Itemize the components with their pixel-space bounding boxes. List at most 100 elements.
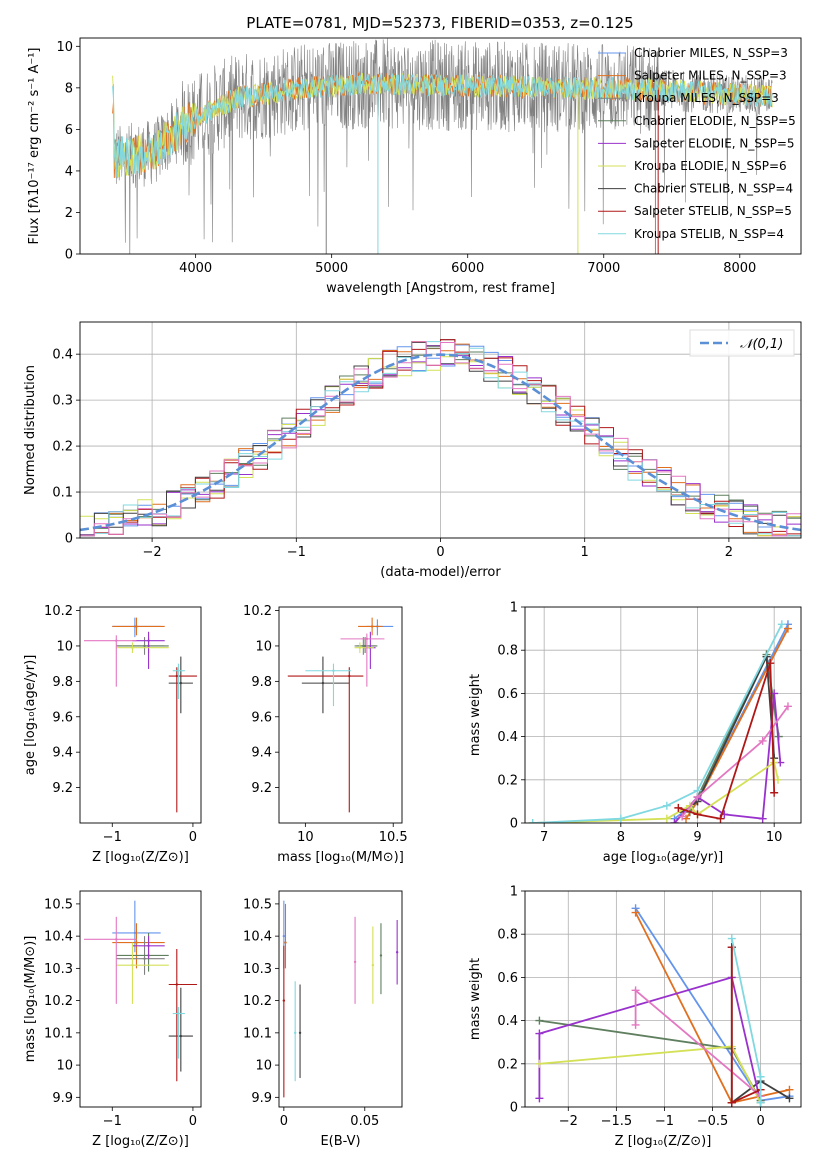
errorbar-point xyxy=(175,983,178,986)
errorbar-point xyxy=(147,944,150,948)
z-age-y-tick-label: 10 xyxy=(56,639,73,654)
z-weight-x-tick-label: −1 xyxy=(655,1114,674,1129)
spectrum-x-tick-label: 6000 xyxy=(451,261,484,276)
spectrum-legend-label: Chabrier STELIB, N_SSP=4 xyxy=(634,182,793,196)
spectrum-y-tick-label: 10 xyxy=(56,40,73,55)
spectrum-legend-label: Kroupa STELIB, N_SSP=4 xyxy=(634,227,784,241)
z-weight-y-tick-label: 0.4 xyxy=(497,1014,518,1029)
spectrum-y-tick-label: 4 xyxy=(65,164,73,179)
age-weight-x-axis-label: age [log₁₀(age/yr)] xyxy=(603,850,724,865)
mass-weight-line xyxy=(532,761,779,823)
mass-age-frame xyxy=(278,606,403,824)
errorbar-point xyxy=(115,938,118,941)
errorbar-point xyxy=(365,637,369,641)
ebv-mass-y-tick-label: 10 xyxy=(255,1059,272,1074)
age-weight-panel: 7 8 9 10 0 0.2 0.4 0.6 0.8 1 age [log₁₀(age/yr)] ma… xyxy=(468,601,802,865)
errorbar-point xyxy=(282,934,286,938)
errorbar-point xyxy=(177,669,180,672)
age-weight-y-axis-label: mass weight xyxy=(468,674,483,756)
residuals-y-axis-label: Normed distribution xyxy=(23,365,38,495)
z-age-x-tick-label: −1 xyxy=(103,830,122,845)
mass-weight-marker xyxy=(674,803,683,812)
spectrum-y-tick-label: 2 xyxy=(65,206,73,221)
mass-weight-marker xyxy=(783,624,792,633)
errorbar-point xyxy=(131,963,134,967)
ebv-mass-x-tick-label: 0 xyxy=(280,1114,288,1129)
spectrum-legend: Chabrier MILES, N_SSP=3 Salpeter MILES, N… xyxy=(598,46,796,241)
residuals-x-tick-label: 0 xyxy=(436,545,444,560)
z-age-y-tick-label: 9.8 xyxy=(52,675,73,690)
ebv-mass-plot-area xyxy=(282,900,399,1098)
mass-weight-marker xyxy=(631,1020,640,1029)
z-age-frame xyxy=(79,606,202,824)
spectrum-legend-label: Salpeter MILES, N_SSP=3 xyxy=(634,69,787,83)
age-weight-y-tick-label: 0 xyxy=(510,817,518,832)
mass-weight-marker xyxy=(756,1072,765,1081)
z-age-y-tick-label: 9.2 xyxy=(52,781,73,796)
z-mass-y-tick-label: 10 xyxy=(56,1059,73,1074)
z-weight-y-tick-label: 0.8 xyxy=(497,928,518,943)
mass-age-y-tick-label: 9.6 xyxy=(251,710,272,725)
mass-weight-marker xyxy=(785,1085,794,1094)
spectrum-model-line xyxy=(112,73,773,179)
spectrum-x-tick-label: 8000 xyxy=(723,261,756,276)
errorbar-point xyxy=(284,941,287,944)
spectrum-model-line xyxy=(112,73,773,178)
mass-age-y-tick-label: 10 xyxy=(255,639,272,654)
age-weight-x-tick-label: 8 xyxy=(617,830,625,845)
z-weight-x-tick-label: −1.5 xyxy=(601,1114,633,1129)
errorbar-point xyxy=(321,681,325,685)
spectrum-legend-label: Chabrier ELODIE, N_SSP=5 xyxy=(634,114,796,128)
mass-age-y-tick-label: 9.8 xyxy=(251,675,272,690)
mass-weight-line xyxy=(681,705,789,818)
errorbar-point xyxy=(147,639,150,642)
mass-weight-marker xyxy=(758,736,767,745)
mass-weight-marker xyxy=(758,814,767,823)
z-age-x-axis-label: Z [log₁₀(Z/Z⊙)] xyxy=(92,850,189,865)
spectrum-x-tick-label: 5000 xyxy=(315,261,348,276)
errorbar-point xyxy=(395,951,399,954)
z-mass-panel: −1 0 9.9 10 10.1 10.2 10.3 10.4 10.5 Z [log₁₀(Z/Z… xyxy=(23,890,202,1149)
ebv-mass-y-tick-label: 10.2 xyxy=(243,994,272,1009)
z-weight-y-tick-label: 0.6 xyxy=(497,971,518,986)
mass-weight-marker xyxy=(727,934,736,943)
errorbar-point xyxy=(363,644,367,648)
errorbar-point xyxy=(177,1012,180,1015)
spectrum-x-axis-label: wavelength [Angstrom, rest frame] xyxy=(326,281,555,296)
mass-weight-marker xyxy=(535,1059,544,1068)
mass-weight-marker xyxy=(662,814,671,823)
z-age-panel: −1 0 9.2 9.4 9.6 9.8 10 10.2 Z [log₁₀(Z/Z⊙)] age … xyxy=(23,604,202,865)
z-weight-y-tick-label: 0.2 xyxy=(497,1057,518,1072)
ebv-mass-frame xyxy=(278,890,403,1108)
mass-weight-marker xyxy=(783,702,792,711)
z-weight-y-axis-label: mass weight xyxy=(468,958,483,1040)
z-age-plot-area xyxy=(84,617,197,813)
residuals-x-tick-label: −2 xyxy=(143,545,162,560)
mass-weight-marker xyxy=(616,814,625,823)
z-mass-plot-area xyxy=(84,900,197,1082)
mass-weight-marker xyxy=(662,801,671,810)
residual-legend-label: 𝒩(0,1) xyxy=(740,337,783,352)
mass-age-panel: 10 10.5 9.2 9.4 9.6 9.8 10 10.2 mass [log₁₀(M/M⊙… xyxy=(243,604,408,865)
errorbar-point xyxy=(371,963,375,967)
errorbar-point xyxy=(175,674,178,678)
age-weight-x-tick-label: 9 xyxy=(693,830,701,845)
spectrum-legend-label: Kroupa MILES, N_SSP=3 xyxy=(634,91,779,105)
z-age-x-tick-label: 0 xyxy=(189,830,197,845)
mass-weight-marker xyxy=(774,775,782,784)
residuals-y-tick-label: 0.1 xyxy=(52,486,73,501)
mass-weight-marker xyxy=(535,1094,544,1103)
z-mass-y-tick-label: 10.4 xyxy=(44,930,73,945)
age-weight-y-tick-label: 1 xyxy=(510,601,518,616)
spectrum-x-tick-label: 7000 xyxy=(587,261,620,276)
z-weight-x-tick-label: −0.5 xyxy=(697,1114,729,1129)
z-mass-y-tick-label: 10.3 xyxy=(44,962,73,977)
z-age-y-tick-label: 9.4 xyxy=(52,746,73,761)
errorbar-point xyxy=(348,674,351,678)
errorbar-point xyxy=(358,646,362,649)
spectrum-frame xyxy=(79,37,802,255)
ebv-mass-y-tick-label: 9.9 xyxy=(251,1091,272,1106)
z-mass-x-tick-label: −1 xyxy=(103,1114,122,1129)
errorbar-point xyxy=(332,669,335,672)
ebv-mass-y-tick-label: 10.5 xyxy=(243,897,272,912)
